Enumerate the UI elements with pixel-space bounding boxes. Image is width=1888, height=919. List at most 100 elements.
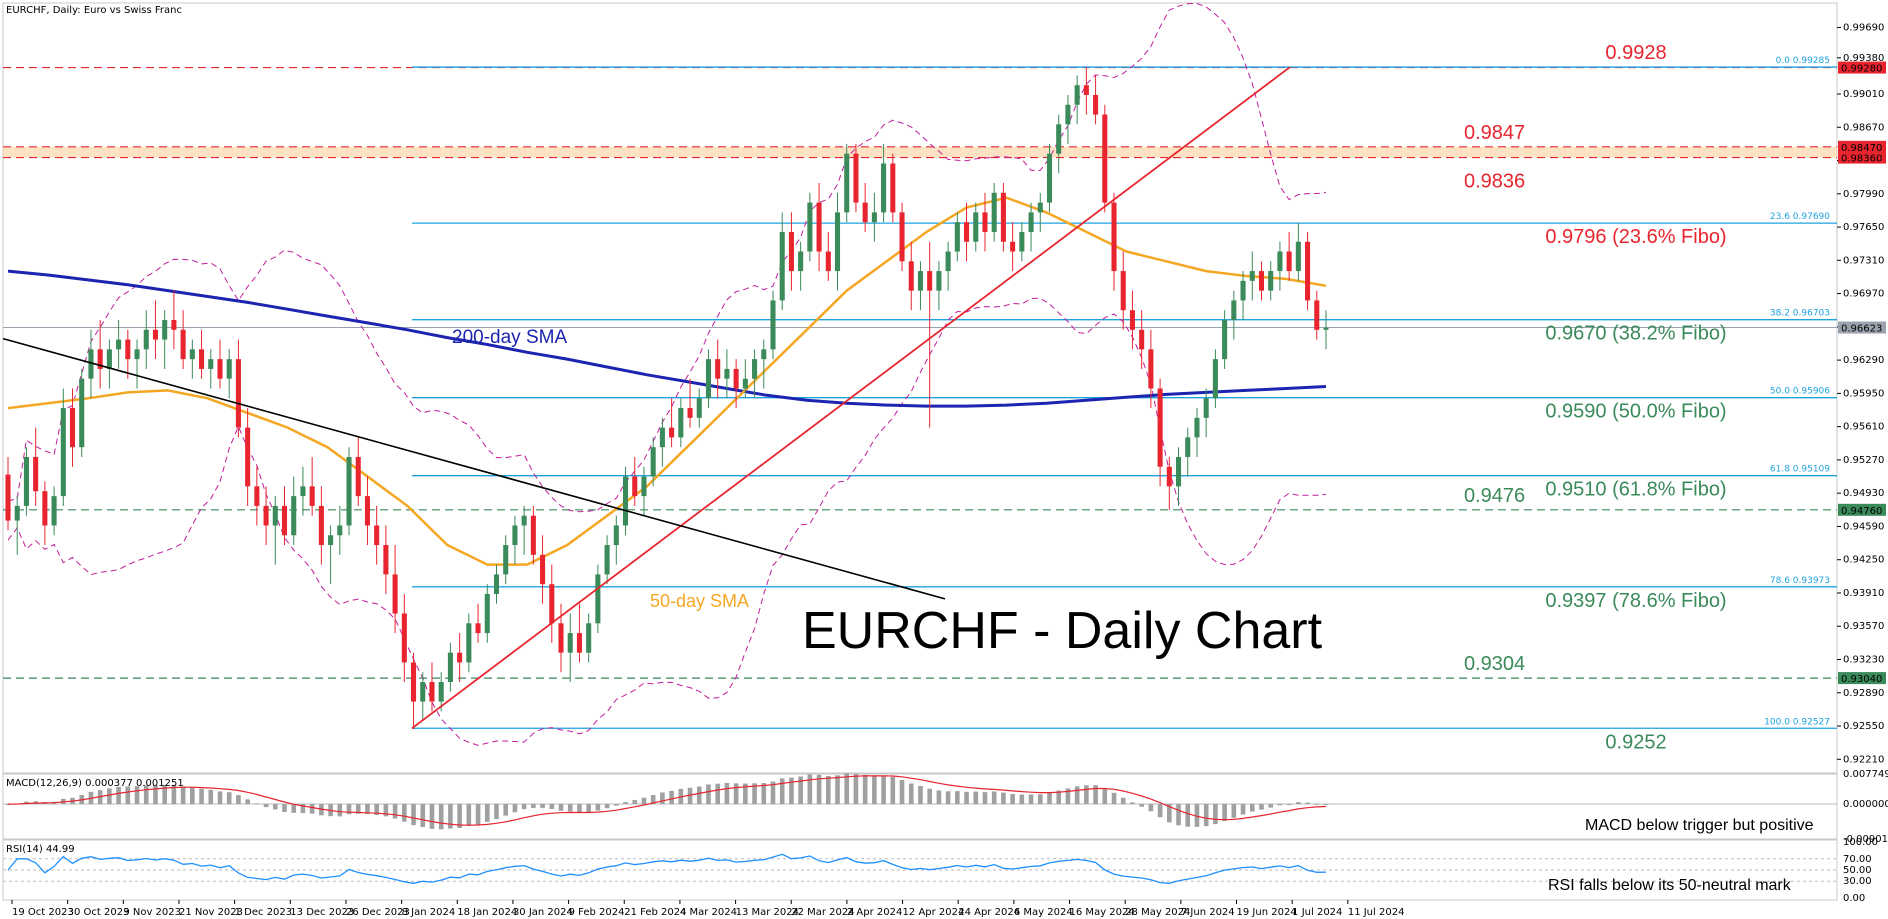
candle-body — [521, 515, 527, 526]
macd-signal-line — [7, 775, 1327, 826]
candle-body — [466, 623, 472, 663]
candle-body — [1185, 437, 1191, 457]
macd-bar — [779, 778, 785, 805]
price-tag — [1838, 503, 1886, 516]
fibo-small-label: 61.8 0.95109 — [1770, 465, 1830, 475]
y-tick-label: 0.94930 — [1843, 488, 1884, 499]
candle-body — [687, 408, 693, 418]
candle-body — [862, 202, 868, 223]
macd-bar — [503, 804, 509, 816]
macd-bar — [982, 792, 988, 805]
macd-y-label: 0.000000 — [1843, 799, 1888, 810]
x-tick-label: 9 Nov 2023 — [123, 907, 181, 918]
y-tick-label: 0.95950 — [1843, 388, 1884, 399]
macd-bar — [531, 804, 536, 808]
x-tick-label: 1 Dec 2023 — [235, 907, 293, 918]
candle-body — [33, 456, 39, 492]
candle-body — [300, 486, 306, 497]
macd-bar — [789, 777, 794, 805]
macd-bar — [1084, 785, 1089, 805]
candle-body — [1194, 417, 1200, 438]
macd-bar — [226, 792, 232, 805]
sma200-label: 200-day SMA — [452, 327, 567, 348]
y-tick-label: 0.99380 — [1843, 53, 1884, 64]
macd-bar — [1037, 794, 1043, 805]
macd-bar — [1130, 802, 1135, 805]
y-tick-label: 0.94250 — [1843, 555, 1884, 566]
candle-body — [567, 633, 573, 653]
candle-body — [355, 456, 361, 497]
macd-bar — [337, 804, 343, 817]
candle-body — [899, 212, 905, 262]
candle-body — [383, 545, 389, 575]
macd-bar — [890, 776, 896, 805]
main-panel-frame — [2, 2, 1838, 774]
price-tag-label: 0.94760 — [1841, 506, 1882, 517]
macd-bar — [1286, 804, 1292, 806]
macd-bar — [512, 804, 518, 813]
candle-body — [116, 339, 122, 350]
candle-body — [1166, 466, 1172, 487]
price-tag — [1838, 321, 1886, 334]
candle-body — [23, 456, 29, 506]
fibo-small-label: 0.0 0.99285 — [1776, 56, 1830, 66]
macd-bar — [1010, 793, 1015, 805]
macd-bar — [623, 802, 628, 805]
candle-body — [696, 398, 702, 418]
x-tick-label: 16 May 2024 — [1070, 907, 1135, 918]
candle-body — [936, 271, 942, 291]
x-tick-label: 1 Jul 2024 — [1292, 907, 1342, 918]
candle-body — [540, 554, 546, 585]
candle-body — [125, 339, 131, 360]
macd-bar — [614, 804, 619, 806]
candle-body — [162, 320, 168, 340]
macd-bar — [1167, 804, 1172, 823]
macd-bar — [991, 791, 997, 805]
candle-body — [770, 300, 776, 350]
x-tick-label: 13 Dec 2023 — [290, 907, 354, 918]
macd-bar — [190, 787, 195, 805]
macd-bar — [881, 775, 886, 805]
price-tag — [1838, 61, 1886, 74]
candle-body — [724, 368, 730, 379]
macd-bar — [669, 790, 674, 805]
macd-bar — [420, 804, 426, 828]
candle-body — [964, 222, 970, 242]
candle-body — [1028, 212, 1034, 232]
candle-body — [401, 613, 407, 663]
macd-bar — [632, 799, 638, 805]
macd-bar — [1019, 794, 1025, 805]
macd-bar — [604, 804, 610, 809]
candle-body — [346, 456, 352, 526]
x-tick-label: 22 Mar 2024 — [791, 907, 854, 918]
candle-body — [143, 329, 149, 350]
candle-body — [392, 574, 398, 614]
candle-body — [761, 349, 767, 360]
macd-bar — [936, 790, 942, 805]
fibo-small-label: 50.0 0.95906 — [1770, 387, 1830, 397]
x-tick-label: 6 May 2024 — [1014, 907, 1073, 918]
macd-bar — [300, 804, 306, 814]
candle-body — [1083, 85, 1089, 95]
x-tick-label: 4 Mar 2024 — [680, 907, 737, 918]
candle-body — [825, 251, 831, 272]
macd-bar — [171, 785, 177, 805]
candle-body — [1010, 241, 1016, 252]
macd-bar — [402, 804, 407, 822]
macd-bar — [1185, 804, 1191, 827]
y-tick-label: 0.93910 — [1843, 588, 1884, 599]
candle-body — [1157, 388, 1163, 467]
candle-body — [318, 505, 324, 546]
candle-body — [272, 505, 278, 526]
macd-bar — [217, 791, 223, 805]
macd-bar — [24, 801, 29, 805]
macd-bar — [835, 775, 840, 805]
level-label: 0.9476 — [1464, 485, 1525, 507]
candle-body — [807, 202, 813, 252]
candle-body — [595, 574, 601, 624]
macd-bar — [1194, 804, 1200, 827]
macd-bar — [752, 783, 757, 805]
y-tick-label: 0.97650 — [1843, 222, 1884, 233]
candle-body — [1295, 241, 1301, 272]
